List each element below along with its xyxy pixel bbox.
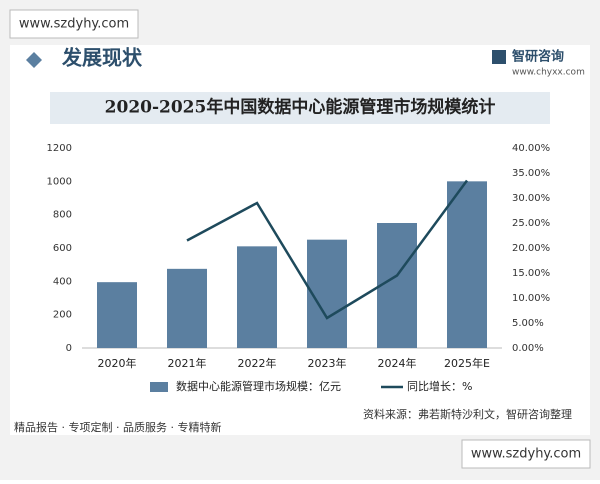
bar <box>447 181 487 348</box>
watermark: www.szdyhy.com <box>471 447 581 462</box>
y2-tick-label: 20.00% <box>512 243 550 254</box>
y2-tick-label: 5.00% <box>512 318 544 329</box>
watermark-box <box>461 439 591 469</box>
x-tick-label: 2024年 <box>378 356 417 370</box>
brand-logo <box>492 50 506 64</box>
plot: 0 200 400 600 800 1000 1200 0.00% 5.00% 10.00% 15.… <box>47 143 551 393</box>
x-tick-label: 2025年E <box>444 356 490 370</box>
chart-title: 2020-2025年中国数据中心能源管理市场规模统计 <box>105 97 496 118</box>
legend-label: 数据中心能源管理市场规模：亿元 <box>176 379 341 393</box>
bar <box>237 246 277 348</box>
source: 资料来源：弗若斯特沙利文，智研咨询整理 <box>363 407 572 421</box>
watermark: www.szdyhy.com <box>19 17 129 32</box>
site: www.chyxx.com <box>512 68 585 78</box>
y-tick-label: 1000 <box>47 176 72 187</box>
y-tick-label: 600 <box>53 243 72 254</box>
y2-tick-label: 25.00% <box>512 218 550 229</box>
y2-tick-label: 30.00% <box>512 193 550 204</box>
legend-swatch <box>150 382 168 392</box>
y2-tick-label: 40.00% <box>512 143 550 154</box>
line <box>186 179 469 320</box>
y2-tick-label: 35.00% <box>512 168 550 179</box>
header-icon <box>26 52 42 68</box>
y-tick-label: 1200 <box>47 143 72 154</box>
y2-tick-label: 10.00% <box>512 293 550 304</box>
legend-label: 同比增长：% <box>407 379 472 393</box>
brand: 智研咨询 <box>512 49 564 65</box>
section-title: 发展现状 <box>61 46 143 70</box>
y-tick-label: 800 <box>53 210 72 221</box>
x-tick-label: 2022年 <box>238 356 277 370</box>
watermark-box <box>9 9 139 39</box>
y2-tick-label: 15.00% <box>512 268 550 279</box>
bar <box>167 268 207 348</box>
x-tick-label: 2023年 <box>308 356 347 370</box>
footer: 精品报告 · 专项定制 · 品质服务 · 专精特新 <box>14 420 221 434</box>
y2-tick-label: 0.00% <box>512 343 544 354</box>
y-tick-label: 400 <box>53 276 72 287</box>
bar <box>377 223 417 348</box>
x-tick-label: 2020年 <box>98 356 137 370</box>
y-tick-label: 0 <box>66 343 72 354</box>
y-tick-label: 200 <box>53 310 72 321</box>
bar <box>97 282 137 348</box>
title-band <box>50 92 550 124</box>
x-tick-label: 2021年 <box>168 356 207 370</box>
